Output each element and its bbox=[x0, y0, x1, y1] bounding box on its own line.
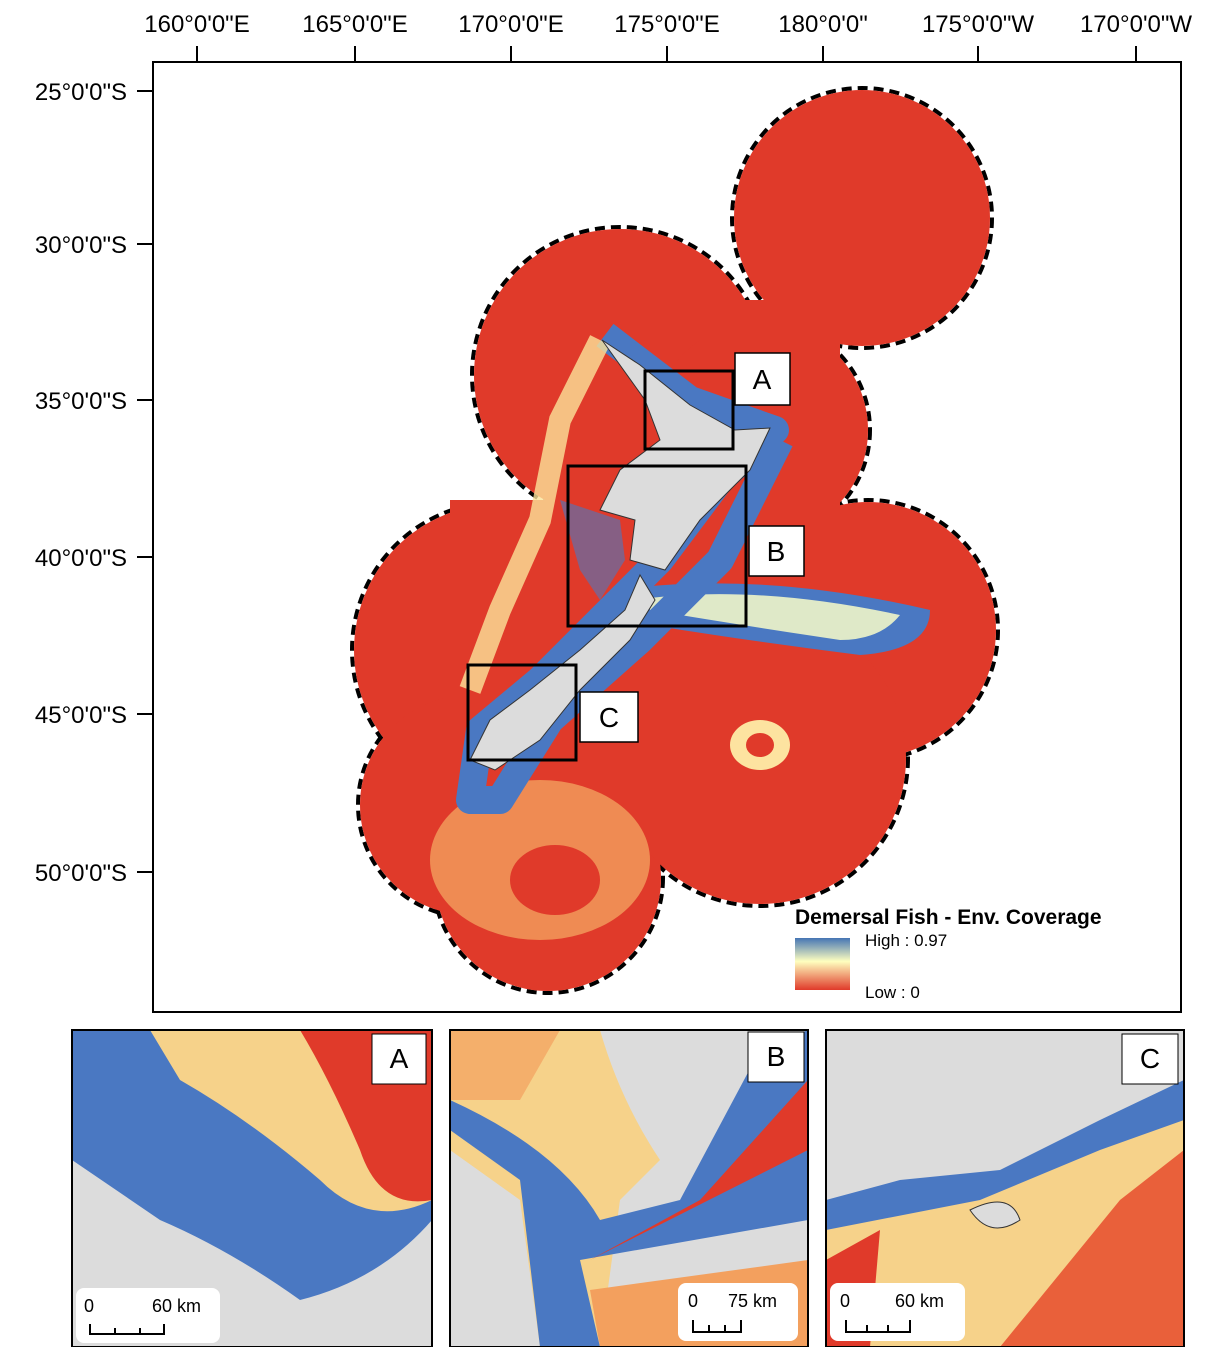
scale-start: 0 bbox=[688, 1291, 698, 1311]
map-figure: A B C 160°0'0"E 165°0'0"E 170°0'0"E 175°… bbox=[0, 0, 1219, 1347]
scale-end: 75 km bbox=[728, 1291, 777, 1311]
legend-ramp bbox=[795, 938, 850, 990]
scale-end: 60 km bbox=[895, 1291, 944, 1311]
lon-label: 165°0'0"E bbox=[302, 11, 407, 38]
lat-label: 40°0'0"S bbox=[35, 545, 127, 572]
lon-label: 175°0'0"W bbox=[922, 11, 1034, 38]
lon-label: 175°0'0"E bbox=[614, 11, 719, 38]
lat-label: 45°0'0"S bbox=[35, 702, 127, 729]
inset-label: A bbox=[390, 1043, 409, 1074]
legend-title: Demersal Fish - Env. Coverage bbox=[795, 906, 1102, 929]
scale-start: 0 bbox=[84, 1296, 94, 1316]
scale-end: 60 km bbox=[152, 1296, 201, 1316]
inset-label: C bbox=[1140, 1043, 1160, 1074]
map-shape bbox=[510, 845, 600, 915]
box-label: A bbox=[753, 364, 772, 395]
lon-label: 160°0'0"E bbox=[144, 11, 249, 38]
lon-label: 170°0'0"E bbox=[458, 11, 563, 38]
map-shape bbox=[746, 733, 774, 757]
lat-label: 35°0'0"S bbox=[35, 388, 127, 415]
box-label: C bbox=[599, 702, 619, 733]
legend-high: High : 0.97 bbox=[865, 931, 947, 950]
lat-label: 30°0'0"S bbox=[35, 232, 127, 259]
lat-label: 25°0'0"S bbox=[35, 79, 127, 106]
scale-start: 0 bbox=[840, 1291, 850, 1311]
lon-label: 180°0'0" bbox=[778, 11, 867, 38]
lat-label: 50°0'0"S bbox=[35, 860, 127, 887]
inset-label: B bbox=[767, 1041, 786, 1072]
lon-label: 170°0'0"W bbox=[1080, 11, 1192, 38]
box-label: B bbox=[767, 536, 786, 567]
page: { "map": { "lon_labels": ["160°0'0\"E", … bbox=[0, 0, 1219, 1352]
legend-low: Low : 0 bbox=[865, 983, 920, 1002]
